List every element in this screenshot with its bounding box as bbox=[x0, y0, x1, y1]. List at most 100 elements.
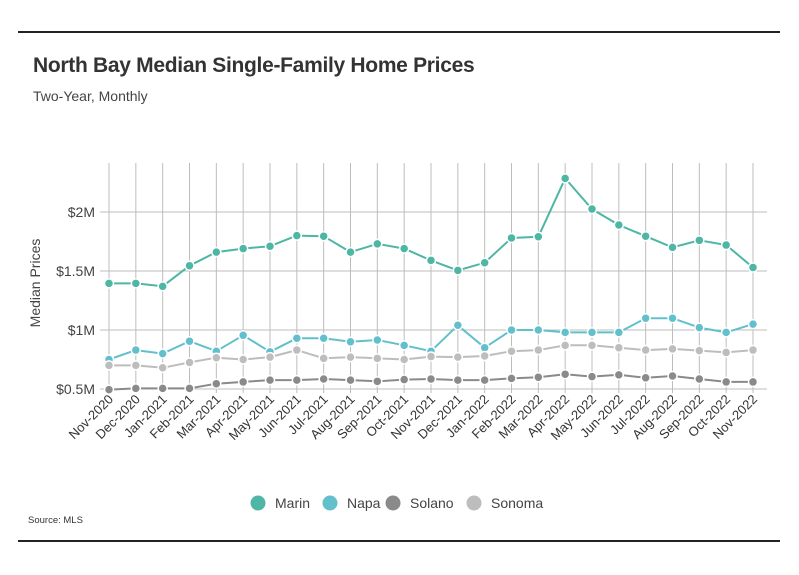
legend-swatch bbox=[385, 495, 401, 511]
data-point bbox=[720, 239, 732, 251]
data-point bbox=[640, 230, 651, 242]
data-point bbox=[264, 240, 276, 252]
data-point bbox=[694, 322, 705, 333]
data-point bbox=[559, 173, 571, 184]
chart-subtitle: Two-Year, Monthly bbox=[33, 88, 148, 104]
legend-label: Napa bbox=[347, 495, 381, 511]
data-point bbox=[425, 255, 437, 266]
data-point bbox=[452, 351, 464, 363]
data-point bbox=[613, 219, 625, 231]
data-point bbox=[667, 370, 678, 382]
data-point bbox=[130, 278, 142, 289]
data-point bbox=[184, 357, 195, 368]
data-point bbox=[506, 373, 517, 384]
data-point bbox=[747, 262, 759, 273]
legend-swatch bbox=[322, 495, 338, 511]
data-point bbox=[345, 374, 356, 386]
top-rule bbox=[18, 31, 780, 33]
data-point bbox=[184, 260, 195, 271]
data-point bbox=[613, 342, 625, 353]
data-point bbox=[157, 348, 168, 359]
data-point bbox=[398, 243, 410, 254]
data-point bbox=[211, 352, 222, 363]
legend-label: Marin bbox=[275, 495, 310, 511]
data-point bbox=[130, 344, 142, 356]
data-point bbox=[291, 374, 303, 386]
data-point bbox=[640, 372, 651, 384]
data-point bbox=[586, 371, 598, 382]
data-point bbox=[211, 246, 222, 258]
data-point bbox=[694, 345, 705, 356]
data-point bbox=[559, 340, 571, 351]
series-layer bbox=[103, 173, 759, 395]
data-point bbox=[318, 353, 329, 364]
data-point bbox=[720, 347, 732, 358]
data-point bbox=[533, 371, 544, 383]
series-solano bbox=[103, 369, 759, 395]
y-tick-label: $2M bbox=[68, 204, 95, 220]
data-point bbox=[586, 340, 598, 351]
chart-title: North Bay Median Single-Family Home Pric… bbox=[33, 54, 475, 77]
legend-label: Solano bbox=[410, 495, 454, 511]
data-point bbox=[559, 369, 571, 380]
data-point bbox=[398, 340, 410, 351]
data-point bbox=[237, 354, 249, 365]
data-point bbox=[720, 376, 732, 388]
data-point bbox=[667, 343, 678, 355]
data-point bbox=[372, 353, 383, 364]
data-point bbox=[211, 378, 222, 389]
y-tick-label: $1M bbox=[68, 322, 95, 338]
data-point bbox=[452, 265, 464, 276]
data-point bbox=[291, 333, 303, 344]
data-point bbox=[586, 327, 598, 338]
data-point bbox=[372, 376, 383, 387]
legend-swatch bbox=[250, 495, 266, 511]
x-axis-ticks: Nov-2020Dec-2020Jan-2021Feb-2021Mar-2021… bbox=[66, 392, 760, 443]
bottom-rule bbox=[18, 540, 780, 542]
data-point bbox=[157, 383, 168, 394]
data-point bbox=[640, 312, 651, 324]
data-point bbox=[452, 374, 464, 386]
source-note: Source: MLS bbox=[28, 515, 83, 526]
data-point bbox=[479, 374, 490, 386]
data-point bbox=[264, 351, 276, 363]
data-point bbox=[130, 383, 142, 394]
data-point bbox=[559, 327, 571, 338]
data-point bbox=[667, 242, 678, 253]
data-point bbox=[103, 360, 115, 371]
data-point bbox=[372, 238, 383, 250]
data-point bbox=[720, 327, 732, 338]
data-point bbox=[694, 235, 705, 246]
data-point bbox=[318, 333, 329, 344]
data-point bbox=[640, 344, 651, 356]
data-point bbox=[533, 344, 544, 356]
data-point bbox=[184, 383, 195, 394]
legend: Marin Napa Solano Sonoma bbox=[250, 495, 543, 511]
data-point bbox=[345, 351, 356, 363]
y-axis-ticks: $0.5M $1M $1.5M $2M bbox=[56, 204, 95, 397]
series-sonoma bbox=[103, 340, 759, 374]
data-point bbox=[479, 350, 490, 362]
series-marin bbox=[103, 173, 759, 292]
data-point bbox=[184, 335, 195, 347]
legend-swatch bbox=[466, 495, 482, 511]
data-point bbox=[747, 318, 759, 330]
data-point bbox=[667, 312, 678, 324]
data-point bbox=[345, 336, 356, 348]
legend-label: Sonoma bbox=[491, 495, 543, 511]
data-point bbox=[747, 344, 759, 356]
data-point bbox=[237, 330, 249, 341]
data-point bbox=[398, 354, 410, 365]
data-point bbox=[237, 243, 249, 254]
data-point bbox=[479, 257, 490, 268]
data-point bbox=[318, 373, 329, 385]
data-point bbox=[157, 281, 168, 292]
data-point bbox=[506, 345, 517, 357]
data-point bbox=[506, 324, 517, 336]
data-point bbox=[103, 278, 115, 289]
data-point bbox=[694, 373, 705, 385]
data-point bbox=[613, 369, 625, 381]
y-tick-label: $0.5M bbox=[56, 381, 95, 397]
data-point bbox=[291, 344, 303, 356]
